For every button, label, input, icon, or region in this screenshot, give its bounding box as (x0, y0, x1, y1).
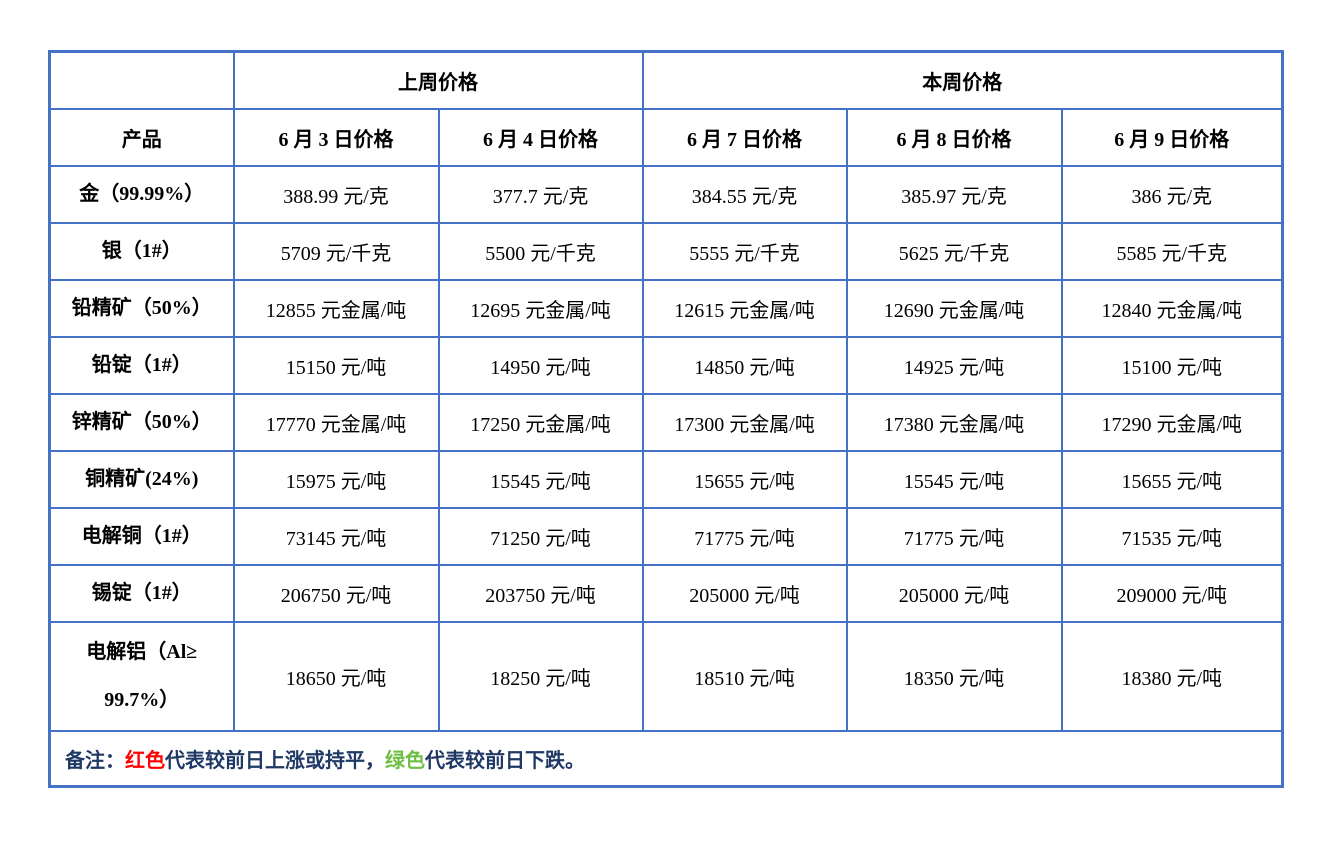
price-cell: 17380 元金属/吨 (845, 392, 1063, 452)
price-cell: 18380 元/吨 (1060, 620, 1284, 732)
price-cell: 12695 元金属/吨 (437, 278, 644, 338)
price-cell: 384.55 元/克 (641, 164, 848, 224)
price-cell: 18250 元/吨 (437, 620, 644, 732)
price-cell: 5585 元/千克 (1060, 221, 1284, 281)
price-cell: 71535 元/吨 (1060, 506, 1284, 566)
price-cell: 385.97 元/克 (845, 164, 1063, 224)
product-cell: 金（99.99%） (48, 164, 235, 224)
note-red-meaning: 代表较前日上涨或持平， (165, 749, 385, 772)
metal-price-table: 上周价格 本周价格 产品 6 月 3 日价格 6 月 4 日价格 6 月 7 日… (48, 50, 1285, 788)
price-cell: 14925 元/吨 (845, 335, 1063, 395)
product-cell: 铜精矿(24%) (48, 449, 235, 509)
date-header-jun3: 6 月 3 日价格 (232, 107, 440, 167)
price-cell: 5500 元/千克 (437, 221, 644, 281)
price-cell: 15545 元/吨 (437, 449, 644, 509)
date-header-row: 产品 6 月 3 日价格 6 月 4 日价格 6 月 7 日价格 6 月 8 日… (48, 107, 1284, 167)
product-cell: 电解铝（Al≥ 99.7%） (48, 620, 235, 732)
table-row-gold: 金（99.99%） 388.99 元/克 377.7 元/克 384.55 元/… (48, 164, 1284, 224)
table-row-lead-concentrate: 铅精矿（50%） 12855 元金属/吨 12695 元金属/吨 12615 元… (48, 278, 1284, 338)
price-cell: 14950 元/吨 (437, 335, 644, 395)
product-column-header: 产品 (48, 107, 235, 167)
price-cell: 15655 元/吨 (641, 449, 848, 509)
product-cell: 铅精矿（50%） (48, 278, 235, 338)
note-row: 备注：红色代表较前日上涨或持平，绿色代表较前日下跌。 (48, 729, 1284, 788)
product-cell: 锡锭（1#） (48, 563, 235, 623)
price-cell: 209000 元/吨 (1060, 563, 1284, 623)
price-cell: 5709 元/千克 (232, 221, 440, 281)
table-row-zinc-concentrate: 锌精矿（50%） 17770 元金属/吨 17250 元金属/吨 17300 元… (48, 392, 1284, 452)
price-cell: 5555 元/千克 (641, 221, 848, 281)
price-cell: 18650 元/吨 (232, 620, 440, 732)
corner-empty-cell (48, 50, 235, 110)
price-cell: 12840 元金属/吨 (1060, 278, 1284, 338)
price-cell: 17290 元金属/吨 (1060, 392, 1284, 452)
price-cell: 203750 元/吨 (437, 563, 644, 623)
date-header-jun7: 6 月 7 日价格 (641, 107, 848, 167)
date-header-jun8: 6 月 8 日价格 (845, 107, 1063, 167)
price-cell: 17770 元金属/吨 (232, 392, 440, 452)
price-cell: 71775 元/吨 (641, 506, 848, 566)
table-row-tin-ingot: 锡锭（1#） 206750 元/吨 203750 元/吨 205000 元/吨 … (48, 563, 1284, 623)
price-cell: 15975 元/吨 (232, 449, 440, 509)
price-cell: 205000 元/吨 (641, 563, 848, 623)
price-cell: 205000 元/吨 (845, 563, 1063, 623)
price-cell: 17300 元金属/吨 (641, 392, 848, 452)
table-row-electrolytic-copper: 电解铜（1#） 73145 元/吨 71250 元/吨 71775 元/吨 71… (48, 506, 1284, 566)
price-cell: 12855 元金属/吨 (232, 278, 440, 338)
note-green-word: 绿色 (385, 749, 425, 772)
product-cell: 电解铜（1#） (48, 506, 235, 566)
price-cell: 12615 元金属/吨 (641, 278, 848, 338)
table-row-lead-ingot: 铅锭（1#） 15150 元/吨 14950 元/吨 14850 元/吨 149… (48, 335, 1284, 395)
date-header-jun4: 6 月 4 日价格 (437, 107, 644, 167)
table-row-electrolytic-aluminum: 电解铝（Al≥ 99.7%） 18650 元/吨 18250 元/吨 18510… (48, 620, 1284, 732)
price-cell: 386 元/克 (1060, 164, 1284, 224)
week-group-header-row: 上周价格 本周价格 (48, 50, 1284, 110)
price-cell: 15545 元/吨 (845, 449, 1063, 509)
price-cell: 71250 元/吨 (437, 506, 644, 566)
note-red-word: 红色 (125, 749, 165, 772)
note-green-meaning: 代表较前日下跌。 (425, 749, 585, 772)
price-cell: 15655 元/吨 (1060, 449, 1284, 509)
price-cell: 377.7 元/克 (437, 164, 644, 224)
price-cell: 206750 元/吨 (232, 563, 440, 623)
price-cell: 15150 元/吨 (232, 335, 440, 395)
note-cell: 备注：红色代表较前日上涨或持平，绿色代表较前日下跌。 (48, 729, 1284, 788)
price-cell: 73145 元/吨 (232, 506, 440, 566)
price-cell: 12690 元金属/吨 (845, 278, 1063, 338)
price-cell: 5625 元/千克 (845, 221, 1063, 281)
group-header-last-week: 上周价格 (232, 50, 644, 110)
price-cell: 17250 元金属/吨 (437, 392, 644, 452)
price-cell: 388.99 元/克 (232, 164, 440, 224)
product-cell: 锌精矿（50%） (48, 392, 235, 452)
product-cell: 银（1#） (48, 221, 235, 281)
group-header-this-week: 本周价格 (641, 50, 1284, 110)
table-row-copper-concentrate: 铜精矿(24%) 15975 元/吨 15545 元/吨 15655 元/吨 1… (48, 449, 1284, 509)
product-cell: 铅锭（1#） (48, 335, 235, 395)
price-cell: 18350 元/吨 (845, 620, 1063, 732)
price-cell: 71775 元/吨 (845, 506, 1063, 566)
price-cell: 15100 元/吨 (1060, 335, 1284, 395)
note-label: 备注： (65, 749, 125, 772)
price-cell: 18510 元/吨 (641, 620, 848, 732)
date-header-jun9: 6 月 9 日价格 (1060, 107, 1284, 167)
table-row-silver: 银（1#） 5709 元/千克 5500 元/千克 5555 元/千克 5625… (48, 221, 1284, 281)
price-cell: 14850 元/吨 (641, 335, 848, 395)
